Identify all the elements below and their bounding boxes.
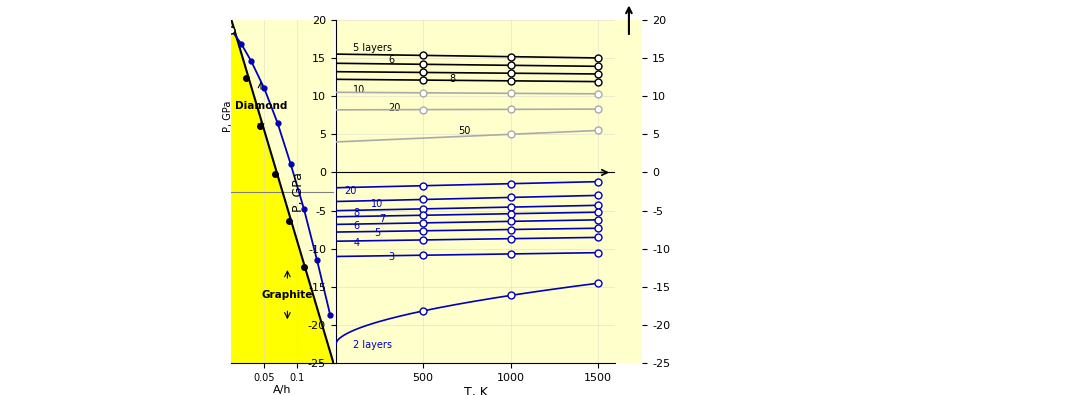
Text: 7: 7 bbox=[380, 214, 385, 224]
Text: 2 layers: 2 layers bbox=[353, 340, 392, 350]
Text: 5 layers: 5 layers bbox=[353, 43, 392, 53]
Text: 10: 10 bbox=[370, 199, 383, 209]
Text: 8: 8 bbox=[450, 74, 455, 84]
Text: 3: 3 bbox=[388, 252, 394, 262]
Text: 8: 8 bbox=[353, 208, 359, 218]
Text: 4: 4 bbox=[353, 238, 359, 248]
Text: 10: 10 bbox=[353, 85, 366, 95]
Text: 20: 20 bbox=[388, 103, 400, 113]
X-axis label: T, K: T, K bbox=[464, 386, 487, 395]
X-axis label: A/h: A/h bbox=[273, 384, 292, 395]
Y-axis label: P, GPa: P, GPa bbox=[292, 171, 306, 212]
Text: 50: 50 bbox=[458, 126, 470, 136]
Text: P, GPa: P, GPa bbox=[224, 100, 233, 132]
Text: 6: 6 bbox=[353, 221, 359, 231]
Text: 6: 6 bbox=[388, 55, 394, 65]
Text: 5: 5 bbox=[374, 228, 381, 238]
Text: 20: 20 bbox=[344, 186, 357, 196]
Text: 7: 7 bbox=[417, 66, 424, 76]
Text: Graphite: Graphite bbox=[261, 290, 313, 300]
Text: Diamond: Diamond bbox=[235, 101, 287, 111]
